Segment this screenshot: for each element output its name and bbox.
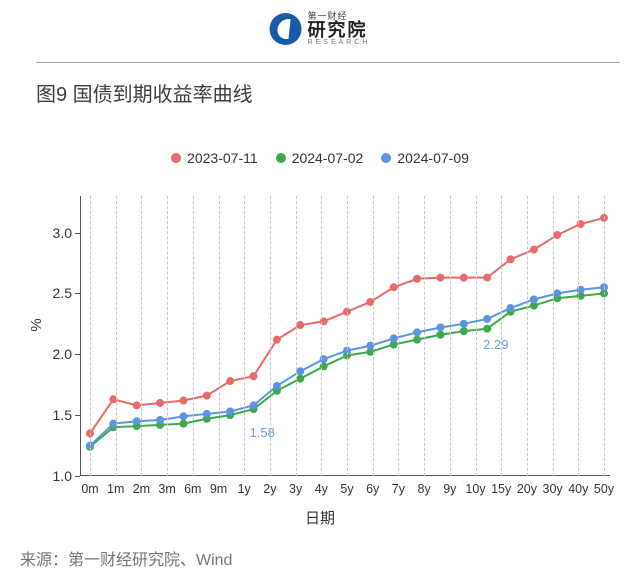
value-annotation: 1.58 (250, 425, 275, 440)
series-marker (273, 382, 281, 390)
series-marker (179, 412, 187, 420)
legend-item: 2023-07-11 (171, 150, 258, 166)
logo-text: 第一财经 研究院 RESEARCH (308, 12, 371, 46)
legend-marker-icon (381, 153, 391, 163)
series-marker (226, 377, 234, 385)
y-tick-label: 3.0 (53, 225, 72, 241)
y-axis-label: % (28, 318, 45, 331)
chart-container: 2023-07-112024-07-022024-07-09 % 0m1m2m3… (20, 120, 620, 530)
x-axis-label: 日期 (305, 507, 335, 528)
series-marker (203, 392, 211, 400)
x-tick-label: 15y (491, 482, 511, 496)
x-tick-label: 50y (594, 482, 614, 496)
x-tick-label: 5y (340, 482, 353, 496)
legend-label: 2024-07-02 (292, 150, 364, 166)
series-marker (226, 407, 234, 415)
y-tick-label: 1.5 (53, 407, 72, 423)
series-marker (296, 367, 304, 375)
series-marker (179, 397, 187, 405)
logo-main-text: 研究院 (308, 21, 371, 39)
x-tick-label: 9m (210, 482, 227, 496)
legend: 2023-07-11 2024-07-02 2024-07-09 (20, 150, 620, 166)
series-marker (133, 401, 141, 409)
legend-marker-icon (276, 153, 286, 163)
series-marker (436, 323, 444, 331)
x-tick-label: 1m (107, 482, 124, 496)
value-annotation: 2.29 (483, 337, 508, 352)
series-marker (413, 275, 421, 283)
y-tick-label: 2.5 (53, 285, 72, 301)
y-tick-label: 2.0 (53, 346, 72, 362)
chart-svg (80, 196, 610, 476)
series-marker (553, 289, 561, 297)
series-marker (483, 315, 491, 323)
series-marker (390, 334, 398, 342)
series-marker (530, 246, 538, 254)
series-marker (483, 274, 491, 282)
source-text: 来源：第一财经研究院、Wind (20, 546, 232, 570)
legend-item: 2024-07-02 (276, 150, 364, 166)
series-marker (273, 336, 281, 344)
series-marker (133, 417, 141, 425)
series-marker (436, 331, 444, 339)
logo-sub-text: RESEARCH (308, 39, 371, 46)
series-marker (156, 416, 164, 424)
chart-title: 图9 国债到期收益率曲线 (36, 78, 253, 107)
series-marker (460, 274, 468, 282)
series-marker (296, 375, 304, 383)
series-marker (483, 325, 491, 333)
legend-marker-icon (171, 153, 181, 163)
series-marker (156, 399, 164, 407)
series-marker (296, 321, 304, 329)
header-divider (36, 62, 620, 63)
legend-item: 2024-07-09 (381, 150, 469, 166)
x-tick-label: 10y (465, 482, 485, 496)
series-marker (413, 328, 421, 336)
x-tick-label: 3m (158, 482, 175, 496)
x-tick-label: 0m (81, 482, 98, 496)
x-tick-label: 1y (238, 482, 251, 496)
legend-label: 2024-07-09 (397, 150, 469, 166)
series-marker (179, 420, 187, 428)
x-tick-label: 2y (263, 482, 276, 496)
x-tick-label: 7y (392, 482, 405, 496)
x-tick-label: 40y (568, 482, 588, 496)
series-marker (530, 295, 538, 303)
x-tick-label: 9y (443, 482, 456, 496)
series-marker (553, 231, 561, 239)
series-marker (507, 255, 515, 263)
legend-label: 2023-07-11 (187, 150, 258, 166)
x-tick-label: 20y (517, 482, 537, 496)
brand-logo: 第一财经 研究院 RESEARCH (270, 12, 371, 46)
series-marker (250, 401, 258, 409)
y-tick-label: 1.0 (53, 468, 72, 484)
series-marker (507, 304, 515, 312)
x-tick-label: 30y (543, 482, 563, 496)
x-tick-label: 4y (315, 482, 328, 496)
plot-area: 0m1m2m3m6m9m1y2y3y4y5y6y7y8y9y10y15y20y3… (80, 196, 610, 476)
x-tick-label: 2m (133, 482, 150, 496)
series-marker (460, 320, 468, 328)
x-tick-label: 6y (366, 482, 379, 496)
series-marker (436, 274, 444, 282)
x-tick-label: 3y (289, 482, 302, 496)
series-marker (390, 283, 398, 291)
x-tick-label: 8y (417, 482, 430, 496)
series-marker (203, 410, 211, 418)
series-marker (413, 336, 421, 344)
logo-mark-icon (270, 13, 302, 45)
series-marker (460, 327, 468, 335)
series-marker (250, 372, 258, 380)
x-tick-label: 6m (184, 482, 201, 496)
